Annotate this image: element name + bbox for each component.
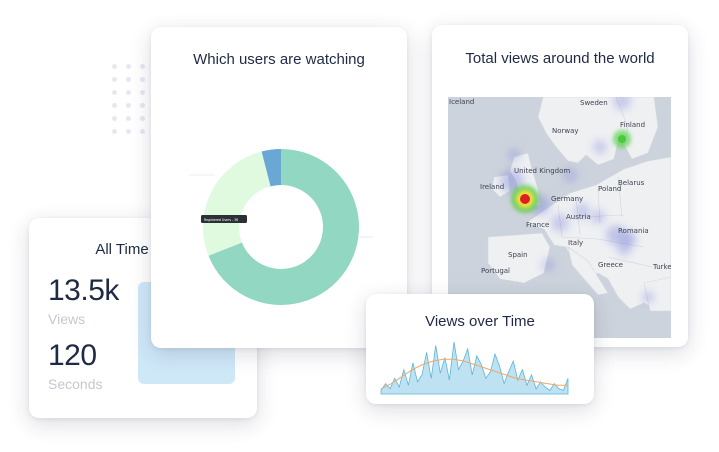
heat-spot — [591, 210, 605, 224]
grid-dot — [126, 116, 131, 121]
map-country-label: Portugal — [481, 267, 510, 275]
grid-dot — [112, 116, 117, 121]
donut-tooltip-text: Registered Users - 36 — [204, 218, 238, 222]
donut-slice-1[interactable] — [208, 149, 359, 306]
views-value: 13.5k — [48, 274, 119, 307]
land-mass — [487, 232, 551, 284]
map-country-label: Iceland — [449, 98, 475, 106]
donut-title: Which users are watching — [193, 51, 365, 68]
grid-dot — [140, 90, 145, 95]
map-country-label: Norway — [552, 127, 579, 135]
heat-spot — [507, 148, 521, 162]
map-country-label: Austria — [566, 213, 591, 221]
heat-spot — [613, 97, 631, 110]
europe-map — [487, 97, 671, 312]
grid-dot — [126, 129, 131, 134]
all-time-title: All Time — [95, 241, 149, 258]
views-area-chart[interactable] — [366, 294, 594, 404]
heat-spot — [551, 214, 569, 232]
grid-dot — [112, 77, 117, 82]
country-border — [617, 176, 623, 218]
map-country-label: Romania — [618, 227, 649, 235]
map-country-label: Italy — [568, 239, 584, 247]
country-border — [607, 256, 653, 268]
seconds-value: 120 — [48, 339, 97, 372]
grid-dot — [112, 64, 117, 69]
map-country-label: Finland — [620, 121, 646, 129]
map-country-label: Poland — [598, 185, 622, 193]
map-country-label: Sweden — [580, 99, 608, 107]
grid-dot — [126, 64, 131, 69]
map-country-label: Spain — [508, 251, 528, 259]
views-area-series — [380, 341, 569, 395]
donut-slice-3[interactable] — [261, 149, 281, 187]
grid-dot — [140, 103, 145, 108]
heat-spot — [574, 203, 590, 219]
grid-dot — [112, 90, 117, 95]
land-mass — [567, 246, 609, 296]
map-country-label: France — [526, 221, 550, 229]
heat-spot-finland-core — [618, 135, 626, 143]
views-label: Views — [48, 311, 86, 327]
heat-spot — [642, 291, 654, 303]
map-country-label: United Kingdom — [514, 167, 571, 175]
grid-dot — [140, 129, 145, 134]
grid-dot — [126, 103, 131, 108]
views-over-time-title: Views over Time — [425, 313, 535, 330]
map-country-label: Germany — [551, 195, 584, 203]
map-country-label: Belarus — [618, 179, 645, 187]
heat-spot — [593, 140, 607, 154]
heat-spot — [617, 242, 631, 256]
grid-dot — [126, 90, 131, 95]
seconds-label: Seconds — [48, 376, 103, 392]
map-country-label: Greece — [598, 261, 623, 269]
grid-dot — [126, 77, 131, 82]
donut-chart[interactable]: Registered Users - 36 — [151, 27, 407, 348]
grid-dot — [140, 77, 145, 82]
views-trend-line — [380, 358, 568, 390]
donut-tooltip: Registered Users - 36 — [201, 215, 247, 223]
grid-dot — [140, 116, 145, 121]
world-map-card: Total views around the world Iceland Swed… — [432, 25, 688, 347]
views-over-time-card: Views over Time — [366, 294, 594, 404]
map-country-label: Ireland — [480, 183, 505, 191]
heat-spot — [562, 167, 578, 183]
land-mass — [525, 156, 671, 312]
donut-slice-2[interactable] — [203, 151, 271, 256]
decorative-dot-grid — [112, 64, 156, 144]
grid-dot — [112, 129, 117, 134]
heat-spot — [541, 258, 555, 272]
user-breakdown-card: Which users are watching Registered User… — [151, 27, 407, 348]
grid-dot — [112, 103, 117, 108]
country-border — [561, 236, 599, 240]
map-title: Total views around the world — [465, 50, 655, 67]
map-country-label: Turke — [653, 263, 671, 271]
heat-spot-core — [520, 194, 530, 204]
grid-dot — [140, 64, 145, 69]
